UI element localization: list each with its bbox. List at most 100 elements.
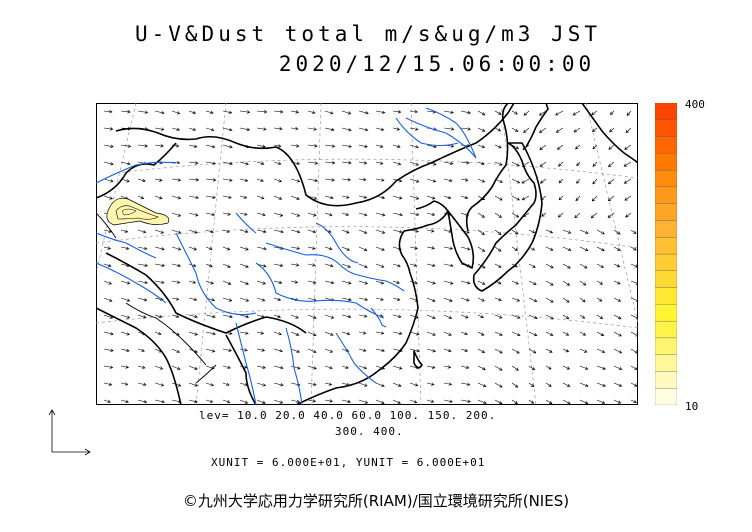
wind-arrow: [273, 382, 284, 387]
wind-arrow: [558, 161, 564, 167]
wind-arrow: [222, 365, 231, 369]
wind-arrow: [528, 399, 535, 404]
wind-arrow: [358, 382, 368, 387]
wind-arrow: [222, 161, 233, 166]
wind-arrow: [120, 331, 130, 336]
wind-arrow: [409, 246, 418, 250]
wind-arrow: [409, 212, 420, 217]
wind-arrow: [562, 399, 571, 405]
wind-arrow: [443, 348, 452, 353]
wind-arrow: [256, 127, 267, 131]
wind-arrow: [205, 246, 213, 251]
wind-arrow: [154, 246, 165, 251]
wind-arrow: [307, 212, 317, 217]
wind-arrow: [222, 399, 231, 404]
wind-arrow: [137, 280, 149, 285]
wind-dust-map: [96, 103, 638, 405]
wind-arrow: [239, 110, 251, 114]
wind-arrow: [477, 365, 486, 371]
wind-arrow: [103, 348, 114, 352]
wind-arrow: [494, 229, 502, 235]
wind-arrow: [120, 110, 131, 114]
wind-arrow: [591, 195, 598, 202]
wind-arrow: [477, 178, 486, 183]
wind-arrow: [545, 382, 552, 387]
map-title: U-V&Dust total m/s&ug/m3 JST: [134, 22, 601, 46]
scale-step: [655, 287, 677, 305]
wind-arrow: [273, 314, 281, 319]
wind-arrow: [477, 127, 486, 132]
wind-arrow: [494, 127, 502, 132]
wind-arrow: [307, 382, 317, 386]
wind-arrow: [290, 399, 301, 404]
scale-step: [655, 203, 677, 221]
wind-arrow: [154, 399, 165, 404]
wind-arrow: [624, 144, 632, 150]
wind-arrow: [528, 382, 535, 387]
wind-arrow: [120, 399, 129, 404]
wind-arrow: [324, 263, 334, 268]
wind-arrow: [256, 195, 265, 200]
wind-arrow: [137, 263, 149, 267]
wind-arrow: [608, 161, 615, 168]
wind-arrow: [613, 348, 623, 354]
wind-arrow: [273, 110, 284, 114]
wind-arrow: [239, 127, 251, 132]
wind-arrow: [324, 280, 335, 285]
wind-arrow: [623, 161, 632, 167]
wind-arrow: [596, 229, 605, 235]
wind-arrow: [290, 178, 301, 183]
wind-arrow: [273, 280, 283, 285]
wind-arrow: [307, 331, 317, 337]
wind-arrow: [494, 365, 503, 371]
wind-arrow: [171, 280, 181, 284]
wind-arrow: [256, 212, 266, 217]
wind-arrow: [375, 229, 386, 234]
wind-arrow: [137, 144, 149, 148]
wind-arrow: [324, 331, 334, 336]
wind-arrow: [239, 331, 249, 335]
scale-step: [655, 153, 677, 171]
wind-arrow: [511, 246, 519, 251]
wind-arrow: [205, 178, 217, 182]
wind-arrow: [273, 399, 284, 404]
copyright-notice: ©九州大学応用力学研究所(RIAM)/国立環境研究所(NIES): [182, 492, 570, 510]
wind-arrow: [555, 110, 564, 116]
scale-step: [655, 220, 677, 238]
wind-arrow: [579, 382, 589, 387]
wind-arrow: [613, 297, 622, 302]
wind-arrow: [239, 229, 249, 234]
wind-arrow: [222, 263, 231, 268]
wind-arrow: [307, 280, 317, 284]
wind-arrow: [222, 229, 230, 233]
coastlines: [96, 103, 638, 405]
wind-arrow: [557, 212, 564, 218]
wind-arrow: [539, 178, 547, 184]
wind-arrow: [256, 348, 266, 352]
scale-max-label: 400: [685, 98, 705, 111]
wind-arrow: [392, 212, 403, 217]
wind-arrow: [392, 280, 400, 284]
wind-arrow: [409, 195, 420, 200]
wind-arrow: [375, 110, 386, 114]
wind-arrow: [558, 195, 564, 201]
wind-arrow: [375, 280, 385, 285]
wind-arrow: [609, 110, 615, 116]
wind-arrow: [443, 178, 453, 183]
wind-arrow: [477, 212, 485, 218]
wind-arrow: [494, 161, 503, 166]
wind-arrow: [137, 365, 146, 369]
wind-arrow: [290, 195, 300, 200]
wind-arrow: [324, 127, 335, 132]
wind-arrow: [596, 246, 605, 252]
wind-arrow: [239, 297, 250, 302]
wind-arrow: [222, 314, 233, 319]
wind-arrow: [579, 365, 589, 370]
wind-arrow: [477, 399, 487, 405]
scale-step: [655, 119, 677, 137]
wind-arrow: [324, 161, 336, 165]
wind-arrow: [239, 161, 249, 166]
wind-arrow: [575, 195, 581, 202]
wind-arrow: [188, 161, 199, 165]
wind-arrow: [409, 109, 418, 114]
